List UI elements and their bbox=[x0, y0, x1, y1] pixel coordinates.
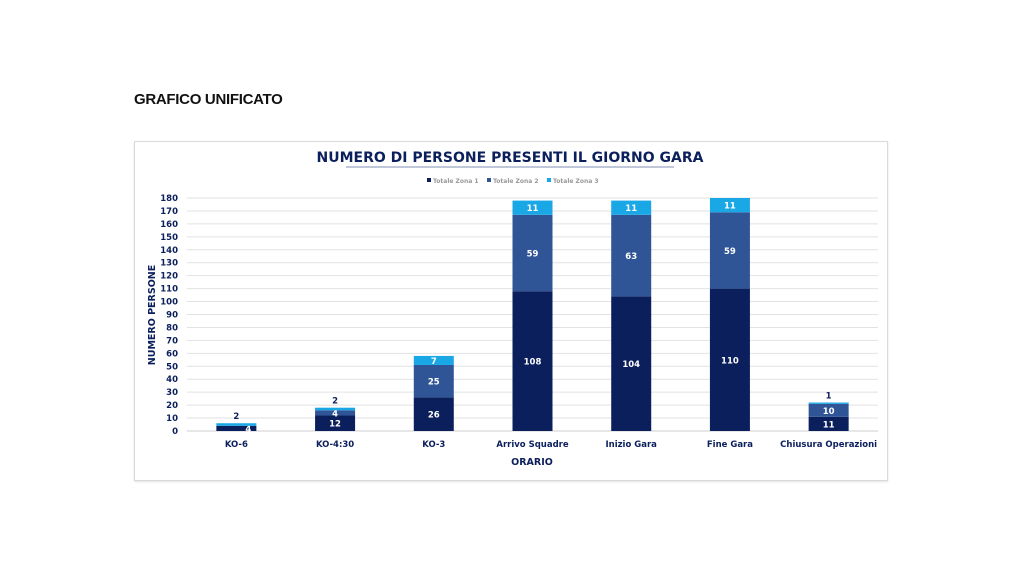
data-label: 59 bbox=[527, 250, 539, 260]
y-tick-label: 30 bbox=[166, 388, 178, 398]
data-label: 7 bbox=[431, 357, 437, 367]
bar-segment bbox=[315, 415, 356, 431]
y-tick-label: 110 bbox=[160, 285, 178, 295]
y-tick-label: 120 bbox=[160, 272, 178, 282]
data-label: 59 bbox=[724, 247, 736, 257]
y-tick-label: 40 bbox=[166, 375, 178, 385]
legend-label-3: Totale Zona 3 bbox=[553, 178, 599, 185]
chart-container bbox=[134, 141, 888, 481]
x-axis-label: ORARIO bbox=[511, 457, 553, 468]
bar-segment bbox=[611, 296, 652, 431]
y-tick-label: 20 bbox=[166, 401, 178, 411]
y-tick-label: 100 bbox=[160, 298, 178, 308]
data-label: 11 bbox=[625, 204, 637, 214]
y-tick-label: 90 bbox=[166, 311, 178, 321]
bar-segment bbox=[413, 364, 454, 398]
data-label: 4 bbox=[245, 425, 251, 435]
x-tick-label: KO-4:30 bbox=[316, 440, 354, 450]
bar-segment bbox=[709, 288, 750, 431]
bar-segment bbox=[216, 425, 257, 431]
legend-swatch-1 bbox=[427, 178, 431, 182]
bar-segment bbox=[413, 355, 454, 365]
bar-segment bbox=[315, 410, 356, 416]
bar-segment bbox=[512, 200, 553, 215]
x-tick-label: KO-3 bbox=[422, 440, 445, 450]
y-tick-label: 170 bbox=[160, 207, 178, 217]
y-tick-label: 130 bbox=[160, 259, 178, 269]
bar-segment bbox=[611, 200, 652, 215]
data-label: 25 bbox=[428, 378, 440, 388]
data-label: 11 bbox=[527, 204, 539, 214]
y-tick-label: 180 bbox=[160, 194, 178, 204]
y-tick-label: 150 bbox=[160, 233, 178, 243]
bar-segment bbox=[709, 212, 750, 289]
y-tick-label: 140 bbox=[160, 246, 178, 256]
x-tick-label: Chiusura Operazioni bbox=[780, 440, 877, 450]
y-tick-label: 70 bbox=[166, 336, 178, 346]
data-label: 26 bbox=[428, 411, 440, 421]
x-tick-label: Arrivo Squadre bbox=[496, 440, 568, 450]
bar-segment bbox=[808, 403, 849, 417]
bar-segment bbox=[512, 291, 553, 431]
section-heading: GRAFICO UNIFICATO bbox=[134, 91, 283, 108]
y-tick-label: 50 bbox=[166, 362, 178, 372]
y-tick-label: 80 bbox=[166, 323, 178, 333]
data-label: 104 bbox=[622, 360, 640, 370]
data-label: 108 bbox=[524, 358, 542, 368]
x-tick-label: KO-6 bbox=[225, 440, 248, 450]
x-tick-label: Fine Gara bbox=[707, 440, 753, 450]
data-label: 110 bbox=[721, 356, 739, 366]
legend-swatch-2 bbox=[487, 178, 491, 182]
bar-segment bbox=[709, 198, 750, 213]
y-tick-label: 60 bbox=[166, 349, 178, 359]
data-label: 10 bbox=[823, 407, 835, 417]
bar-segment bbox=[512, 214, 553, 292]
bar-segment bbox=[808, 416, 849, 431]
data-label: 2 bbox=[332, 397, 338, 407]
legend-label-2: Totale Zona 2 bbox=[493, 178, 539, 185]
data-label: 2 bbox=[233, 412, 239, 422]
y-tick-label: 160 bbox=[160, 220, 178, 230]
data-label: 12 bbox=[329, 420, 341, 430]
data-label: 11 bbox=[724, 202, 736, 212]
data-label: 11 bbox=[823, 420, 835, 430]
data-label: 4 bbox=[332, 409, 338, 419]
chart-title: NUMERO DI PERSONE PRESENTI IL GIORNO GAR… bbox=[316, 150, 703, 166]
bar-segment bbox=[216, 423, 257, 426]
legend-swatch-3 bbox=[547, 178, 551, 182]
data-label: 63 bbox=[625, 252, 637, 262]
y-tick-label: 10 bbox=[166, 414, 178, 424]
bar-segment bbox=[611, 214, 652, 297]
y-axis-label: NUMERO PERSONE bbox=[147, 265, 158, 365]
bar-segment bbox=[413, 397, 454, 431]
legend-label-1: Totale Zona 1 bbox=[433, 178, 479, 185]
data-label: 1 bbox=[826, 392, 832, 402]
bar-segment bbox=[808, 402, 849, 404]
x-tick-label: Inizio Gara bbox=[605, 440, 657, 450]
y-tick-label: 0 bbox=[172, 427, 178, 437]
bar-segment bbox=[315, 407, 356, 411]
